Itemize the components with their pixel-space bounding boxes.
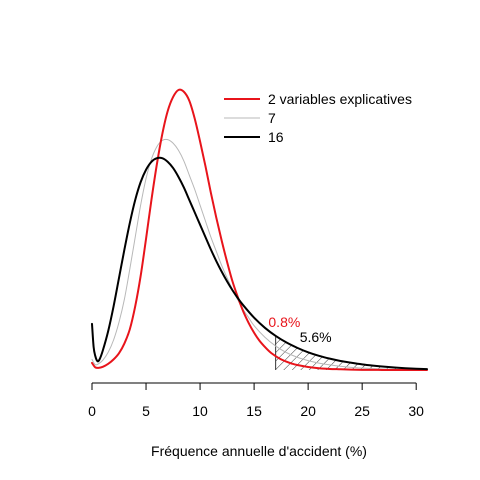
x-axis-ticks: 0 5 10 15 20 25 30 (88, 383, 424, 419)
x-tick-label: 15 (246, 403, 262, 419)
x-tick-label: 0 (88, 403, 96, 419)
legend-label: 7 (268, 110, 276, 126)
series-line-7 (91, 138, 428, 371)
legend-label: 16 (268, 129, 284, 145)
x-tick-label: 10 (192, 403, 208, 419)
annotations: 0.8%5.6% (268, 314, 331, 345)
series-line-2-variables (91, 88, 428, 372)
plot-area (91, 88, 428, 372)
series-lines (91, 88, 428, 372)
x-tick-label: 20 (300, 403, 316, 419)
x-tick-label: 25 (354, 403, 370, 419)
legend-label: 2 variables explicatives (268, 91, 412, 107)
x-tick-label: 30 (408, 403, 424, 419)
x-axis: 0 5 10 15 20 25 30 (88, 382, 424, 419)
annotation-label-2: 5.6% (300, 329, 332, 345)
x-axis-title: Fréquence annuelle d'accident (%) (151, 443, 367, 459)
x-tick-label: 5 (142, 403, 150, 419)
annotation-label-1: 0.8% (268, 314, 300, 330)
series-line-16 (91, 156, 428, 371)
legend: 2 variables explicatives 7 16 (224, 91, 412, 145)
